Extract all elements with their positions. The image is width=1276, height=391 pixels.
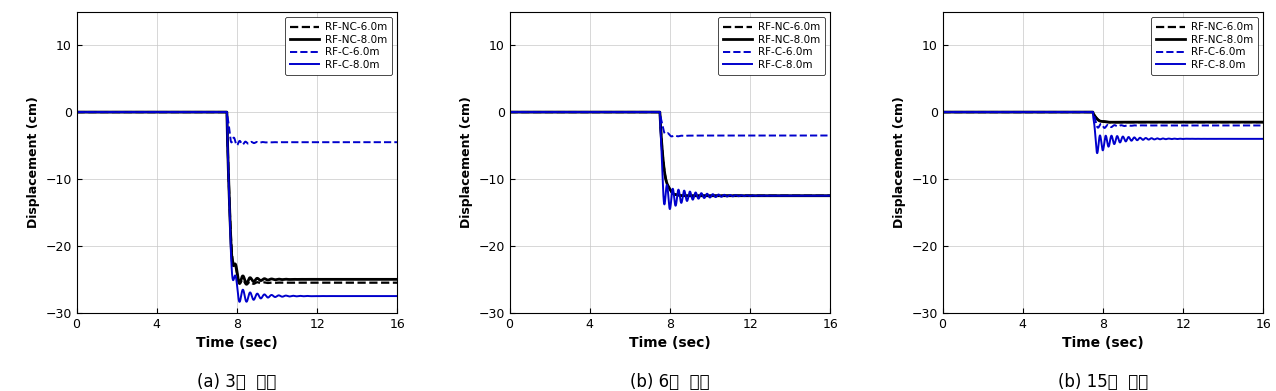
Legend: RF-NC-6.0m, RF-NC-8.0m, RF-C-6.0m, RF-C-8.0m: RF-NC-6.0m, RF-NC-8.0m, RF-C-6.0m, RF-C-… — [285, 17, 392, 75]
X-axis label: Time (sec): Time (sec) — [197, 336, 278, 350]
Y-axis label: Displacement (cm): Displacement (cm) — [27, 96, 40, 228]
Text: (b) 15층  모델: (b) 15층 모델 — [1058, 373, 1148, 391]
X-axis label: Time (sec): Time (sec) — [629, 336, 711, 350]
Legend: RF-NC-6.0m, RF-NC-8.0m, RF-C-6.0m, RF-C-8.0m: RF-NC-6.0m, RF-NC-8.0m, RF-C-6.0m, RF-C-… — [718, 17, 826, 75]
Y-axis label: Displacement (cm): Displacement (cm) — [893, 96, 906, 228]
Text: (a) 3층  모델: (a) 3층 모델 — [198, 373, 277, 391]
X-axis label: Time (sec): Time (sec) — [1062, 336, 1143, 350]
Legend: RF-NC-6.0m, RF-NC-8.0m, RF-C-6.0m, RF-C-8.0m: RF-NC-6.0m, RF-NC-8.0m, RF-C-6.0m, RF-C-… — [1151, 17, 1258, 75]
Y-axis label: Displacement (cm): Displacement (cm) — [459, 96, 472, 228]
Text: (b) 6층  모델: (b) 6층 모델 — [630, 373, 709, 391]
